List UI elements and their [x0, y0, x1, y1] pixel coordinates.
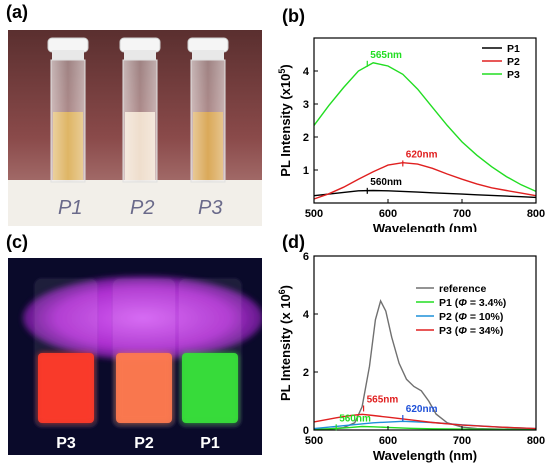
series-line-b-0 [313, 189, 537, 199]
legend-entry-d-2: P2 (Φ = 10%) [439, 311, 503, 323]
y-tick-label: 6 [303, 251, 309, 263]
cuvette-cap [119, 37, 161, 53]
vial-glow-halo [116, 353, 172, 423]
x-tick-label: 500 [305, 435, 323, 447]
annotation-label-d-2: 560nm [339, 413, 371, 424]
panel-label-d: (d) [282, 232, 305, 252]
annotation-label-b-2: 560nm [370, 177, 402, 188]
vial-glow-halo [38, 353, 94, 423]
annotation-label-b-0: 565nm [370, 50, 402, 61]
photo-c-purple-glow [23, 276, 262, 360]
y-axis-label: PL Intensity (x 106) [277, 285, 293, 401]
x-axis-label: Wavelength (nm) [373, 448, 477, 463]
plot-frame [313, 37, 537, 204]
y-tick-label: 1 [303, 165, 309, 177]
legend-entry-d-0: reference [439, 283, 486, 295]
handwritten-label-p1: P1 [58, 197, 82, 219]
vial-label-p3: P3 [56, 435, 76, 452]
panel-label-b: (b) [282, 6, 305, 26]
series-line-b-1 [313, 161, 537, 200]
cuvette-2 [119, 37, 161, 183]
vial-glow-halo [182, 353, 238, 423]
cuvette-cap-base [124, 50, 156, 60]
vial-label-p2: P2 [134, 435, 154, 452]
chart-d: 500 600 700 800 0 2 4 6 Wavelength (nm) PL Intens… [277, 251, 545, 463]
legend-entry-d-3: P3 (Φ = 34%) [439, 325, 503, 337]
series-line-b-2 [313, 62, 537, 193]
x-tick-label: 700 [453, 208, 471, 220]
annotation-label-d-0: 565nm [367, 394, 399, 405]
panel-label-a: (a) [6, 2, 28, 22]
panel-label-c: (c) [6, 232, 28, 252]
cuvette-1 [47, 37, 89, 183]
cuvette-glass-shine [190, 59, 226, 183]
x-tick-label: 700 [453, 435, 471, 447]
series-line-d-0 [313, 298, 537, 431]
cuvette-cap-base [192, 50, 224, 60]
x-tick-label: 500 [305, 208, 323, 220]
vial-p1 [177, 277, 243, 429]
legend-entry-b-0: P1 [507, 43, 520, 55]
x-tick-label: 600 [379, 435, 397, 447]
cuvette-glass-shine [50, 59, 86, 183]
x-tick-label: 800 [527, 208, 545, 220]
legend-entry-d-1: P1 (Φ = 3.4%) [439, 297, 506, 309]
cuvette-photo-illustration: P1 P2 P3 [8, 30, 262, 226]
handwritten-label-p3: P3 [198, 197, 222, 219]
y-tick-label: 3 [303, 99, 309, 111]
cuvette-glass-shine [122, 59, 158, 183]
annotation-label-d-1: 620nm [406, 404, 438, 415]
vial-photo: P3 P2 P1 [8, 258, 262, 455]
vial-p2 [111, 277, 177, 429]
y-tick-label: 2 [303, 132, 309, 144]
chart-b: 500 600 700 800 1 2 3 4 Wavelength (nm) PL Intens… [277, 37, 545, 232]
cuvette-cap-base [52, 50, 84, 60]
plot-frame [313, 255, 537, 431]
vial-p3 [33, 277, 99, 429]
series-line-d-3 [313, 413, 537, 430]
y-tick-label: 2 [303, 367, 309, 379]
legend-entry-b-1: P2 [507, 56, 520, 68]
y-tick-label: 4 [303, 66, 310, 78]
cuvette-cap [187, 37, 229, 53]
cuvette-photo: P1 P2 P3 [8, 30, 262, 226]
x-tick-label: 600 [379, 208, 397, 220]
cuvette-3 [187, 37, 229, 183]
y-tick-label: 4 [303, 309, 310, 321]
handwritten-label-p2: P2 [130, 197, 154, 219]
vial-label-p1: P1 [200, 435, 220, 452]
y-axis-label: PL Intensity (x105) [277, 64, 293, 176]
y-tick-label: 0 [303, 425, 309, 437]
legend-entry-b-2: P3 [507, 69, 520, 81]
cuvette-cap [47, 37, 89, 53]
annotation-label-b-1: 620nm [406, 149, 438, 160]
x-tick-label: 800 [527, 435, 545, 447]
photo-a-paper [8, 180, 262, 226]
x-axis-label: Wavelength (nm) [373, 221, 477, 232]
vial-photo-illustration: P3 P2 P1 [8, 258, 262, 455]
